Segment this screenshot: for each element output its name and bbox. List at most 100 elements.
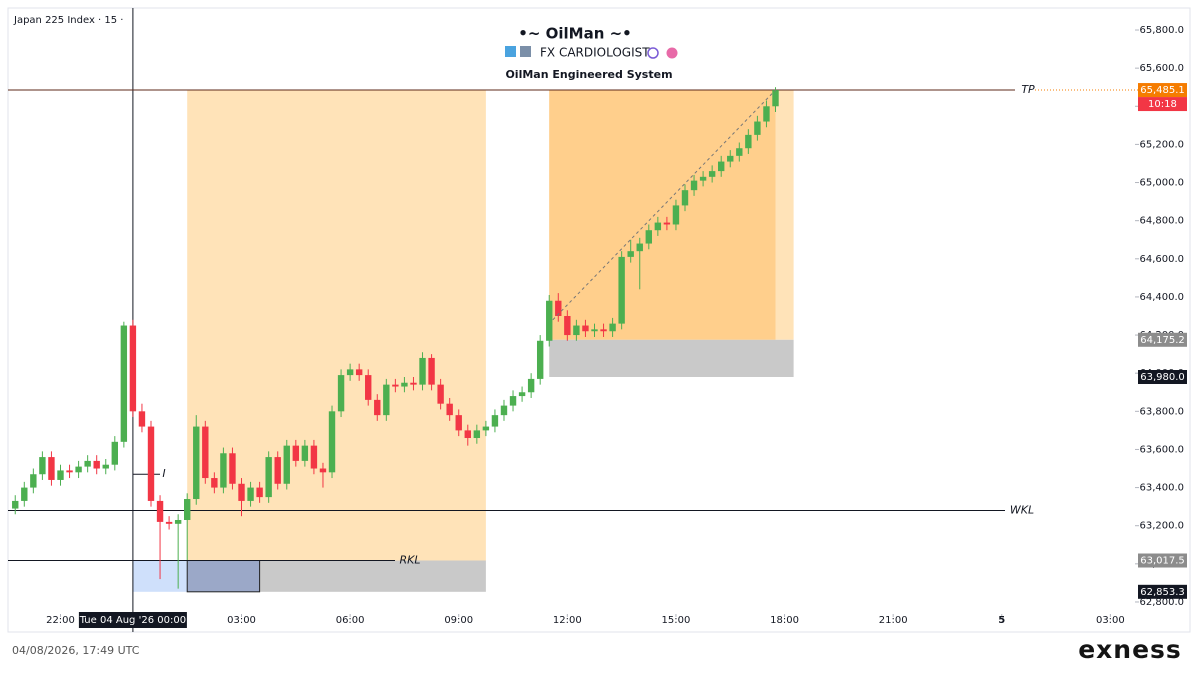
candle-body: [727, 155, 734, 162]
candle-body: [518, 392, 526, 397]
caption: OilMan Engineered System: [505, 68, 672, 81]
y-tick-label: 64,800.0: [1139, 216, 1184, 227]
candle-body: [392, 384, 399, 387]
candle-body: [681, 190, 689, 206]
candle-body: [618, 256, 625, 324]
candle-body: [184, 499, 191, 520]
candle-body: [763, 106, 770, 122]
price-label: 63,017.5: [1140, 556, 1185, 567]
y-tick-label: 65,200.0: [1139, 139, 1184, 150]
candle-body: [419, 357, 426, 385]
icon: [520, 46, 531, 57]
candle-body: [265, 457, 272, 498]
candle-body: [48, 457, 55, 480]
y-tick-label: 63,800.0: [1139, 406, 1184, 417]
price-label: 62,853.3: [1140, 587, 1185, 598]
zone: [549, 90, 776, 340]
crosshair-label-box: [78, 612, 187, 628]
candle-body: [754, 121, 761, 135]
candle-body: [21, 487, 28, 501]
price-label-box: [1138, 584, 1187, 599]
price-label-box: [1138, 553, 1187, 568]
brand-logo: exness: [1078, 635, 1182, 664]
price-label-box: [1138, 332, 1187, 347]
y-tick-label: 63,200.0: [1139, 521, 1184, 532]
zone: [549, 339, 794, 378]
candle-body: [627, 251, 634, 257]
candle-body: [645, 230, 652, 244]
candle-body: [310, 445, 318, 469]
candle-body: [102, 464, 109, 469]
candle-body: [672, 205, 680, 225]
candle-body: [745, 134, 752, 149]
x-tick-label: 03:00: [1096, 615, 1125, 626]
x-tick-label: 09:00: [444, 615, 473, 626]
y-tick-label: 62,800.0: [1139, 597, 1184, 608]
candle-body: [174, 519, 182, 524]
candle-body: [202, 426, 209, 479]
zone: [259, 560, 486, 592]
zone: [187, 90, 486, 561]
candle-body: [564, 315, 571, 336]
level-label: WKL: [1010, 503, 1034, 516]
candle-body: [527, 378, 535, 393]
candle-body: [256, 487, 263, 498]
candle-body: [247, 487, 254, 501]
frame: [7, 7, 1191, 633]
level-label: I: [162, 467, 165, 480]
icon: [647, 47, 659, 59]
y-tick-label: 63,600.0: [1139, 444, 1184, 455]
candle-body: [654, 222, 662, 231]
candle-body: [546, 300, 553, 341]
candle-body: [93, 460, 100, 469]
symbol: Japan 225 Index · 15 ·: [13, 15, 123, 26]
candle-body: [365, 375, 372, 400]
candle-body: [437, 384, 444, 404]
candle-body: [156, 500, 164, 522]
crosshair-label: Tue 04 Aug '26 00:00: [79, 615, 186, 626]
candle-body: [374, 399, 381, 416]
y-tick-label: 64,400.0: [1139, 292, 1184, 303]
candle-body: [555, 300, 562, 316]
candle-body: [30, 474, 37, 488]
y-tick-label: 64,600.0: [1139, 254, 1184, 265]
x-tick-label: 06:00: [336, 615, 365, 626]
x-tick-label: 21:00: [879, 615, 908, 626]
candle-body: [211, 478, 218, 488]
x-tick-label: 12:00: [553, 615, 582, 626]
candle-body: [482, 426, 490, 431]
y-tick-label: 65,800.0: [1139, 25, 1184, 36]
x-tick-label: 03:00: [227, 615, 256, 626]
candle-body: [193, 426, 200, 500]
candle-body: [283, 445, 290, 484]
candle-body: [491, 415, 499, 427]
icon: [666, 47, 678, 59]
candle-body: [165, 521, 173, 524]
countdown-box: [1138, 97, 1187, 112]
candle-body: [455, 415, 462, 431]
candle-body: [383, 384, 390, 416]
price-label: 65,485.1: [1140, 85, 1185, 96]
price-label-box: [1138, 83, 1187, 98]
candle-body: [84, 460, 91, 467]
candle-body: [772, 90, 779, 107]
candle-body: [500, 405, 508, 416]
candle-body: [57, 470, 64, 480]
candle-body: [39, 457, 46, 475]
icon: [505, 46, 516, 57]
level-label: TP: [1021, 83, 1035, 96]
subtitle: FX CARDIOLOGIST: [540, 46, 650, 60]
zone: [186, 560, 261, 593]
candle-body: [663, 222, 671, 225]
y-tick-label: 63,400.0: [1139, 483, 1184, 494]
candle-body: [573, 325, 580, 336]
x-tick-label: 5: [998, 615, 1005, 626]
candle-body: [328, 411, 336, 473]
timestamp: 04/08/2026, 17:49 UTC: [12, 644, 140, 657]
candle-body: [636, 243, 643, 252]
candle-body: [138, 411, 146, 427]
candle-body: [337, 375, 345, 412]
candle-body: [699, 176, 707, 181]
candle-body: [536, 340, 544, 379]
